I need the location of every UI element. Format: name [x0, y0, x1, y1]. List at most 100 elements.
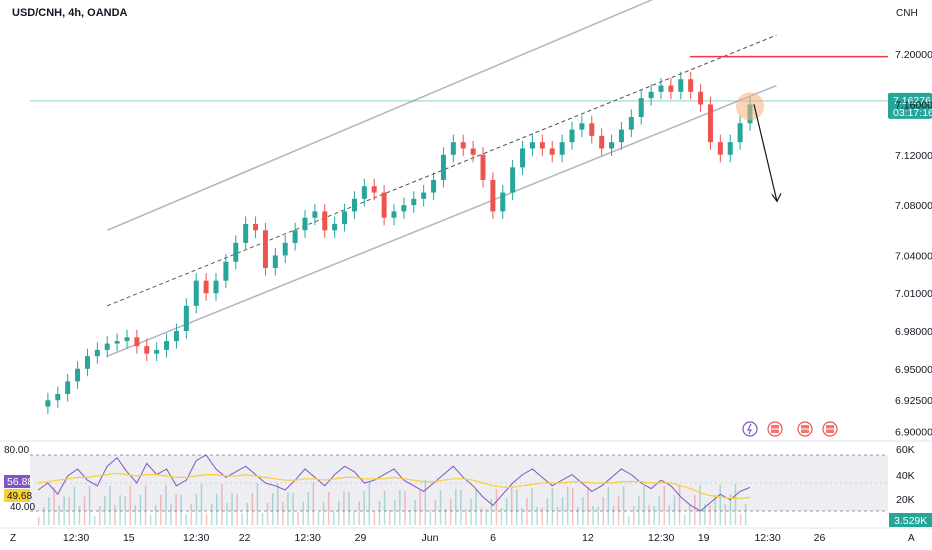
- candle-body: [104, 343, 110, 350]
- candle: [391, 203, 397, 226]
- volume-bar: [744, 504, 747, 525]
- price-tag: [888, 92, 932, 119]
- volume-bar: [434, 500, 437, 525]
- candle-body: [707, 104, 713, 143]
- volume-bar: [734, 484, 737, 525]
- volume-bar: [277, 483, 279, 525]
- candle-body: [510, 167, 516, 193]
- candle-body: [332, 224, 338, 231]
- volume-bar: [704, 504, 706, 525]
- candle: [332, 216, 338, 238]
- volume-bar: [739, 514, 742, 525]
- auto-scale-icon[interactable]: A: [908, 533, 915, 544]
- candle: [628, 109, 634, 138]
- volume-bar: [205, 514, 208, 525]
- candle: [549, 140, 555, 163]
- candle: [411, 191, 417, 213]
- candle-body: [549, 148, 555, 155]
- volume-bar: [38, 517, 40, 525]
- volume-bar: [592, 506, 594, 525]
- candle-body: [94, 349, 100, 357]
- volume-bar: [363, 491, 365, 525]
- candle: [183, 298, 189, 339]
- volume-bar: [53, 487, 55, 525]
- projection-arrow-line[interactable]: [753, 104, 778, 202]
- candle-body: [243, 224, 249, 243]
- candle-body: [539, 142, 545, 149]
- us-flag-event-icon[interactable]: [797, 421, 813, 437]
- channel-lower-line[interactable]: [106, 84, 777, 357]
- candle-body: [203, 280, 209, 294]
- volume-bar: [648, 505, 650, 525]
- candle-body: [114, 341, 120, 344]
- candle: [322, 203, 328, 238]
- candle-body: [698, 91, 704, 105]
- us-flag-event-icon[interactable]: [822, 421, 838, 437]
- candle-body: [282, 242, 288, 256]
- volume-current-label: 3.529K: [894, 515, 927, 527]
- y-tick-label: 6.95000: [895, 364, 932, 376]
- volume-bar: [292, 493, 294, 525]
- y-tick-label: 7.16000: [895, 99, 932, 111]
- us-flag-event-icon[interactable]: [767, 421, 783, 437]
- timezone-icon[interactable]: Z: [10, 533, 16, 544]
- volume-bar: [633, 506, 635, 525]
- candle-body: [500, 192, 506, 212]
- x-tick-label: 26: [814, 532, 826, 544]
- rsi-ma-line[interactable]: [37, 472, 751, 499]
- candle: [75, 361, 81, 389]
- candle: [243, 216, 249, 251]
- candle-body: [618, 129, 624, 143]
- candle: [401, 197, 407, 219]
- volume-bar: [88, 486, 91, 525]
- x-tick-label: 29: [355, 532, 367, 544]
- volume-bar: [480, 508, 482, 525]
- volume-bar: [668, 505, 671, 525]
- candle-body: [292, 230, 298, 243]
- volume-bar: [343, 491, 345, 525]
- volume-bar: [332, 511, 335, 525]
- candle: [154, 342, 160, 362]
- candle-body: [193, 280, 199, 306]
- rsi-pane[interactable]: [30, 454, 888, 525]
- candle-body: [480, 154, 486, 180]
- volume-bar: [561, 497, 564, 525]
- volume-bar: [724, 504, 727, 525]
- candle-body: [717, 142, 723, 155]
- candle: [114, 333, 120, 352]
- candle-body: [658, 85, 664, 92]
- candle-body: [391, 211, 397, 218]
- rsi-value-tag: [4, 475, 30, 488]
- volume-bar: [444, 509, 447, 525]
- y-tick-label: 7.08000: [895, 200, 932, 212]
- y-tick-label: 7.20000: [895, 49, 932, 61]
- volume-bar: [129, 486, 132, 525]
- y-tick-label: 7.12000: [895, 150, 932, 162]
- candle-body: [470, 148, 476, 155]
- volume-bar: [256, 483, 259, 525]
- candle: [203, 273, 209, 301]
- candle-body: [65, 381, 71, 394]
- volume-bar: [399, 490, 401, 525]
- volume-bar: [394, 500, 396, 525]
- candle: [55, 386, 61, 408]
- candle-body: [638, 98, 644, 117]
- axes: 7.20000 7.16000 7.12000 7.08000 7.04000 7.010…: [0, 49, 932, 544]
- candle: [292, 222, 298, 251]
- volume-bar: [160, 495, 162, 525]
- candle: [539, 134, 545, 157]
- candle-body: [213, 280, 219, 294]
- volume-bar: [246, 503, 249, 525]
- lightning-event-icon[interactable]: [742, 421, 758, 437]
- y-tick-label: 6.98000: [895, 326, 932, 338]
- channel-upper-line[interactable]: [106, 0, 776, 231]
- candle-body: [628, 117, 634, 130]
- candle: [460, 134, 466, 157]
- candle: [124, 329, 130, 349]
- volume-bar: [48, 497, 50, 525]
- candle: [421, 184, 427, 207]
- candle: [213, 273, 219, 301]
